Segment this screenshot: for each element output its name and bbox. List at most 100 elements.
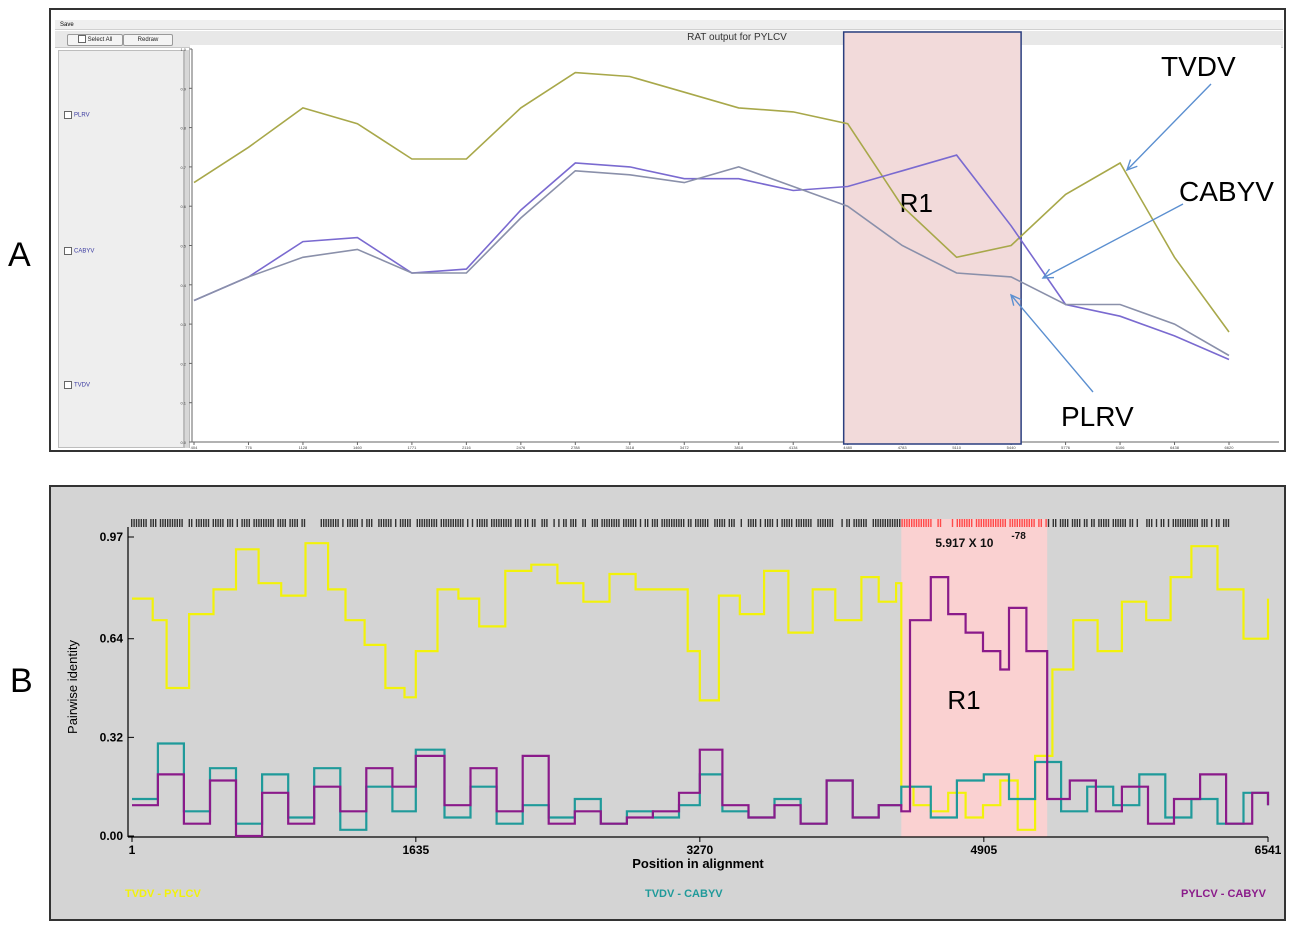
sidebar-item-tvdv[interactable]: TVDV <box>64 381 90 389</box>
site-tick <box>783 519 786 527</box>
redraw-button[interactable]: Redraw <box>123 34 173 46</box>
site-tick <box>1115 519 1117 527</box>
site-tick <box>584 519 586 527</box>
site-tick <box>983 519 985 527</box>
site-tick <box>277 519 279 527</box>
sidebar-item-plrv[interactable]: PLRV <box>64 111 90 119</box>
site-tick <box>1155 519 1158 527</box>
legend-pylcv-cabyv: PYLCV - CABYV <box>1181 888 1266 900</box>
site-tick <box>1107 519 1110 527</box>
site-tick <box>419 519 421 527</box>
y-axis-title: Pairwise identity <box>65 640 80 734</box>
site-tick <box>476 519 478 527</box>
site-tick <box>807 519 810 527</box>
site-tick <box>1211 519 1213 527</box>
site-tick <box>231 519 234 527</box>
x-tick-label: 5110 <box>952 445 961 450</box>
y-tick-label: 0.6 <box>180 204 186 209</box>
region-r1-label: R1 <box>900 188 933 218</box>
site-tick <box>457 519 459 527</box>
site-tick <box>498 519 500 527</box>
site-tick <box>1191 519 1194 527</box>
site-tick <box>810 519 812 527</box>
site-tick <box>203 519 205 527</box>
site-tick <box>613 519 615 527</box>
site-tick <box>1009 519 1011 527</box>
site-tick <box>647 519 649 527</box>
site-tick <box>246 519 248 527</box>
x-tick-label: 2788 <box>571 445 581 450</box>
site-tick <box>750 519 752 527</box>
site-tick <box>227 519 229 527</box>
site-tick <box>831 519 834 527</box>
site-tick <box>740 519 742 527</box>
site-tick <box>596 519 598 527</box>
menu-save[interactable]: Save <box>60 22 74 28</box>
x-tick-label: 2116 <box>462 445 471 450</box>
site-tick <box>918 519 920 527</box>
site-tick <box>747 519 750 527</box>
site-tick <box>1011 519 1014 527</box>
site-tick <box>923 519 925 527</box>
site-tick <box>435 519 438 527</box>
x-tick-label: 404 <box>191 445 198 450</box>
site-tick <box>380 519 382 527</box>
site-tick <box>1112 519 1114 527</box>
site-tick <box>1052 519 1054 527</box>
site-tick <box>1136 519 1138 527</box>
site-tick <box>819 519 822 527</box>
select-all-button[interactable]: Select All <box>67 34 123 46</box>
site-tick <box>327 519 330 527</box>
select-all-checkbox[interactable] <box>77 35 86 44</box>
site-tick <box>291 519 294 527</box>
site-tick <box>282 519 284 527</box>
site-tick <box>805 519 807 527</box>
site-tick <box>1033 519 1035 527</box>
checkbox-cabyv[interactable] <box>64 247 72 255</box>
site-tick <box>997 519 999 527</box>
site-tick <box>1093 519 1095 527</box>
site-tick <box>800 519 802 527</box>
checkbox-tvdv[interactable] <box>64 381 72 389</box>
x-tick-label: 6438 <box>1170 445 1180 450</box>
site-tick <box>608 519 610 527</box>
site-tick <box>632 519 634 527</box>
site-tick <box>1059 519 1062 527</box>
sidebar-item-cabyv[interactable]: CABYV <box>64 247 94 255</box>
site-tick <box>519 519 522 527</box>
site-tick <box>426 519 428 527</box>
site-tick <box>145 519 147 527</box>
site-tick <box>611 519 613 527</box>
y-tick-label: 0.3 <box>180 322 186 327</box>
site-tick <box>1187 519 1189 527</box>
site-tick <box>661 519 663 527</box>
site-tick <box>337 519 339 527</box>
site-tick <box>1148 519 1150 527</box>
site-tick <box>1184 519 1186 527</box>
site-tick <box>999 519 1002 527</box>
checkbox-plrv[interactable] <box>64 111 72 119</box>
site-tick <box>1105 519 1107 527</box>
site-tick <box>563 519 565 527</box>
site-tick <box>1076 519 1078 527</box>
panel-label-a: A <box>8 236 31 274</box>
split-pane-divider[interactable] <box>184 50 190 448</box>
site-tick <box>668 519 670 527</box>
site-tick <box>416 519 418 527</box>
site-tick <box>889 519 891 527</box>
site-tick <box>1100 519 1102 527</box>
site-tick <box>786 519 788 527</box>
site-tick <box>875 519 877 527</box>
site-tick <box>865 519 867 527</box>
annotation-tvdv: TVDV <box>1161 51 1236 82</box>
site-tick <box>582 519 584 527</box>
arrow-plrv <box>1010 294 1094 393</box>
site-tick <box>675 519 678 527</box>
site-tick <box>543 519 546 527</box>
site-tick <box>351 519 354 527</box>
site-tick <box>347 519 349 527</box>
site-tick <box>572 519 574 527</box>
arrow-plrv-head <box>1009 293 1022 306</box>
site-tick <box>471 519 474 527</box>
site-tick <box>913 519 915 527</box>
